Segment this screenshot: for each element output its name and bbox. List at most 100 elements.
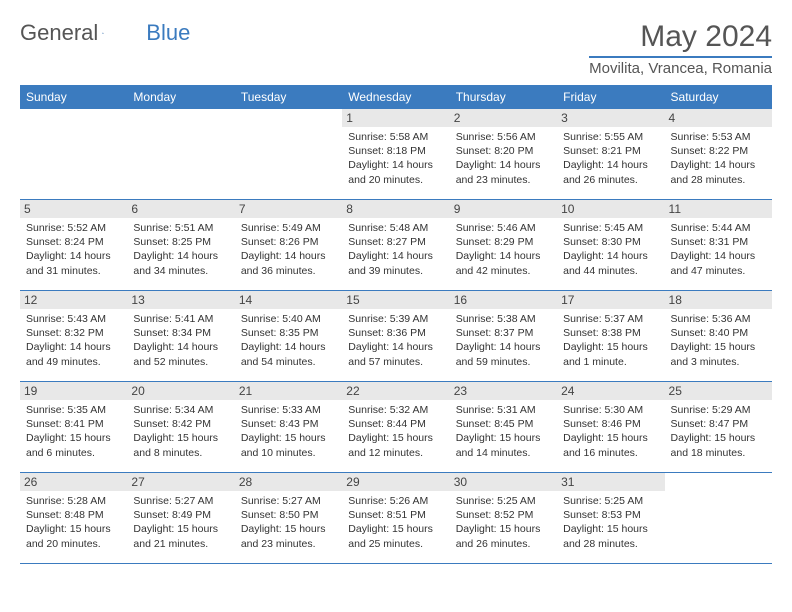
calendar-row: 19 Sunrise: 5:35 AMSunset: 8:41 PMDayligh… [20,382,772,473]
day-info: Sunrise: 5:43 AMSunset: 8:32 PMDaylight:… [26,312,121,369]
calendar-cell: 2 Sunrise: 5:56 AMSunset: 8:20 PMDaylight… [450,109,557,200]
day-number: 16 [450,291,557,309]
calendar-cell: 4Sunrise: 5:53 AMSunset: 8:22 PMDaylight… [665,109,772,200]
day-info: Sunrise: 5:31 AMSunset: 8:45 PMDaylight:… [456,403,551,460]
day-number: 24 [557,382,664,400]
weekday-header: Tuesday [235,85,342,109]
calendar-cell: 7Sunrise: 5:49 AMSunset: 8:26 PMDaylight… [235,200,342,291]
day-info: Sunrise: 5:33 AMSunset: 8:43 PMDaylight:… [241,403,336,460]
weekday-header: Friday [557,85,664,109]
logo-sail-icon [102,26,104,40]
weekday-header: Thursday [450,85,557,109]
calendar-cell: 23 Sunrise: 5:31 AMSunset: 8:45 PMDayligh… [450,382,557,473]
calendar-cell: 27 Sunrise: 5:27 AMSunset: 8:49 PMDayligh… [127,473,234,564]
location: Movilita, Vrancea, Romania [589,56,772,77]
day-number: 5 [20,200,127,218]
weekday-header: Saturday [665,85,772,109]
day-info: Sunrise: 5:52 AMSunset: 8:24 PMDaylight:… [26,221,121,278]
calendar-cell: 20Sunrise: 5:34 AMSunset: 8:42 PMDayligh… [127,382,234,473]
day-info: Sunrise: 5:44 AMSunset: 8:31 PMDaylight:… [671,221,766,278]
calendar-cell: 19 Sunrise: 5:35 AMSunset: 8:41 PMDayligh… [20,382,127,473]
calendar-cell: 26Sunrise: 5:28 AMSunset: 8:48 PMDayligh… [20,473,127,564]
calendar-cell: 9 Sunrise: 5:46 AMSunset: 8:29 PMDaylight… [450,200,557,291]
day-number: 19 [20,382,127,400]
calendar-row: 1 Sunrise: 5:58 AMSunset: 8:18 PMDaylight… [20,109,772,200]
day-info: Sunrise: 5:28 AMSunset: 8:48 PMDaylight:… [26,494,121,551]
day-info: Sunrise: 5:25 AMSunset: 8:53 PMDaylight:… [563,494,658,551]
day-info: Sunrise: 5:46 AMSunset: 8:29 PMDaylight:… [456,221,551,278]
weekday-header: Monday [127,85,234,109]
day-info: Sunrise: 5:48 AMSunset: 8:27 PMDaylight:… [348,221,443,278]
day-info: Sunrise: 5:39 AMSunset: 8:36 PMDaylight:… [348,312,443,369]
day-info: Sunrise: 5:27 AMSunset: 8:49 PMDaylight:… [133,494,228,551]
day-info: Sunrise: 5:51 AMSunset: 8:25 PMDaylight:… [133,221,228,278]
day-number: 25 [665,382,772,400]
day-number: 27 [127,473,234,491]
day-number: 29 [342,473,449,491]
calendar-cell [665,473,772,564]
day-info: Sunrise: 5:55 AMSunset: 8:21 PMDaylight:… [563,130,658,187]
day-info: Sunrise: 5:27 AMSunset: 8:50 PMDaylight:… [241,494,336,551]
calendar-cell: 6 Sunrise: 5:51 AMSunset: 8:25 PMDaylight… [127,200,234,291]
calendar-cell: 12Sunrise: 5:43 AMSunset: 8:32 PMDayligh… [20,291,127,382]
day-number: 11 [665,200,772,218]
day-info: Sunrise: 5:38 AMSunset: 8:37 PMDaylight:… [456,312,551,369]
day-info: Sunrise: 5:53 AMSunset: 8:22 PMDaylight:… [671,130,766,187]
calendar-row: 26Sunrise: 5:28 AMSunset: 8:48 PMDayligh… [20,473,772,564]
day-number: 31 [557,473,664,491]
day-number: 28 [235,473,342,491]
calendar-cell: 31 Sunrise: 5:25 AMSunset: 8:53 PMDayligh… [557,473,664,564]
day-number: 23 [450,382,557,400]
day-info: Sunrise: 5:30 AMSunset: 8:46 PMDaylight:… [563,403,658,460]
calendar-cell: 10 Sunrise: 5:45 AMSunset: 8:30 PMDayligh… [557,200,664,291]
day-number: 3 [557,109,664,127]
day-number: 9 [450,200,557,218]
calendar-cell: 11 Sunrise: 5:44 AMSunset: 8:31 PMDayligh… [665,200,772,291]
weekday-header: Wednesday [342,85,449,109]
logo-text-1: General [20,20,98,46]
calendar-table: SundayMondayTuesdayWednesdayThursdayFrid… [20,85,772,564]
day-info: Sunrise: 5:36 AMSunset: 8:40 PMDaylight:… [671,312,766,369]
day-info: Sunrise: 5:25 AMSunset: 8:52 PMDaylight:… [456,494,551,551]
calendar-cell: 14Sunrise: 5:40 AMSunset: 8:35 PMDayligh… [235,291,342,382]
day-number: 10 [557,200,664,218]
calendar-header-row: SundayMondayTuesdayWednesdayThursdayFrid… [20,85,772,109]
day-number: 8 [342,200,449,218]
calendar-cell: 15 Sunrise: 5:39 AMSunset: 8:36 PMDayligh… [342,291,449,382]
calendar-cell [235,109,342,200]
day-number: 1 [342,109,449,127]
calendar-cell: 3 Sunrise: 5:55 AMSunset: 8:21 PMDaylight… [557,109,664,200]
day-info: Sunrise: 5:45 AMSunset: 8:30 PMDaylight:… [563,221,658,278]
day-number: 6 [127,200,234,218]
calendar-cell: 30 Sunrise: 5:25 AMSunset: 8:52 PMDayligh… [450,473,557,564]
calendar-body: 1 Sunrise: 5:58 AMSunset: 8:18 PMDaylight… [20,109,772,564]
day-number: 22 [342,382,449,400]
logo-text-2: Blue [146,20,190,46]
day-info: Sunrise: 5:37 AMSunset: 8:38 PMDaylight:… [563,312,658,369]
day-info: Sunrise: 5:35 AMSunset: 8:41 PMDaylight:… [26,403,121,460]
day-info: Sunrise: 5:26 AMSunset: 8:51 PMDaylight:… [348,494,443,551]
day-info: Sunrise: 5:58 AMSunset: 8:18 PMDaylight:… [348,130,443,187]
day-info: Sunrise: 5:32 AMSunset: 8:44 PMDaylight:… [348,403,443,460]
calendar-row: 5 Sunrise: 5:52 AMSunset: 8:24 PMDaylight… [20,200,772,291]
calendar-cell: 24 Sunrise: 5:30 AMSunset: 8:46 PMDayligh… [557,382,664,473]
title-block: May 2024 Movilita, Vrancea, Romania [589,20,772,77]
day-number: 18 [665,291,772,309]
day-number: 17 [557,291,664,309]
calendar-cell: 13Sunrise: 5:41 AMSunset: 8:34 PMDayligh… [127,291,234,382]
calendar-cell: 16 Sunrise: 5:38 AMSunset: 8:37 PMDayligh… [450,291,557,382]
calendar-cell: 28 Sunrise: 5:27 AMSunset: 8:50 PMDayligh… [235,473,342,564]
calendar-cell: 18 Sunrise: 5:36 AMSunset: 8:40 PMDayligh… [665,291,772,382]
day-number: 21 [235,382,342,400]
day-number: 2 [450,109,557,127]
month-title: May 2024 [589,20,772,54]
calendar-cell: 5 Sunrise: 5:52 AMSunset: 8:24 PMDaylight… [20,200,127,291]
day-info: Sunrise: 5:56 AMSunset: 8:20 PMDaylight:… [456,130,551,187]
day-info: Sunrise: 5:41 AMSunset: 8:34 PMDaylight:… [133,312,228,369]
calendar-cell [127,109,234,200]
day-number: 14 [235,291,342,309]
day-number: 30 [450,473,557,491]
day-info: Sunrise: 5:49 AMSunset: 8:26 PMDaylight:… [241,221,336,278]
calendar-cell: 21 Sunrise: 5:33 AMSunset: 8:43 PMDayligh… [235,382,342,473]
day-number: 15 [342,291,449,309]
